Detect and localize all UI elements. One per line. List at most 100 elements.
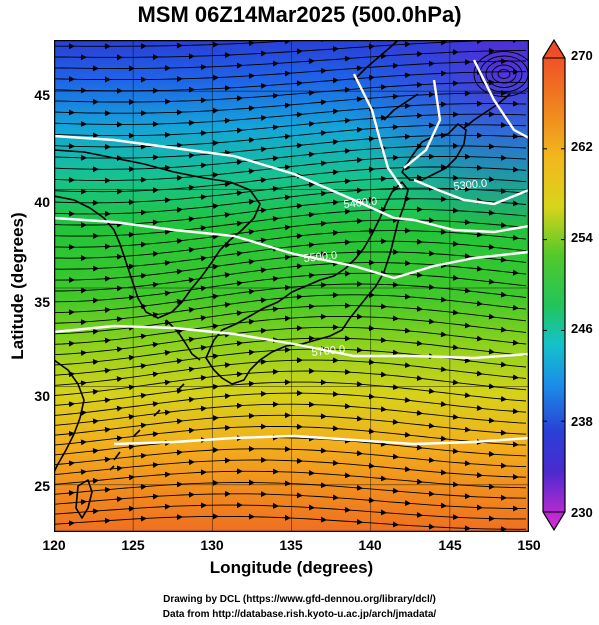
ytick-label: 40	[34, 194, 50, 210]
streamline-arrow	[451, 344, 459, 351]
streamline-arrow	[187, 277, 195, 284]
streamline-arrow	[187, 246, 195, 253]
cyclone-streamline	[497, 69, 511, 79]
streamline-arrow	[223, 181, 231, 188]
streamline-arrow	[391, 349, 399, 356]
streamline-arrow	[487, 417, 495, 424]
streamline-arrow	[295, 263, 303, 270]
streamline-arrow	[283, 224, 291, 231]
streamline-arrow	[139, 333, 147, 340]
streamline-arrow	[487, 313, 495, 320]
streamline-arrow	[67, 460, 75, 467]
streamline-arrow	[307, 120, 315, 127]
streamline-arrow	[151, 431, 159, 438]
streamline-arrow	[271, 155, 279, 162]
streamline-arrow	[211, 323, 219, 330]
ytick-label: 30	[34, 388, 50, 404]
streamline-arrow	[247, 258, 255, 265]
streamline-arrow	[115, 435, 123, 442]
streamline-arrow	[115, 346, 123, 353]
streamline-arrow	[247, 137, 255, 144]
streamline-arrow	[475, 265, 483, 272]
ytick-label: 25	[34, 478, 50, 494]
streamline-arrow	[319, 99, 327, 106]
streamline-arrow	[91, 418, 99, 425]
streamline-arrow	[487, 278, 495, 285]
colorbar-tick-label: 238	[571, 414, 593, 429]
streamline-arrow	[331, 108, 339, 115]
streamline-arrow	[511, 374, 519, 381]
streamline-arrow	[115, 376, 123, 383]
xtick-label: 125	[121, 537, 145, 553]
streamline-arrow	[415, 409, 423, 416]
lat-lon-gridlines	[54, 40, 529, 532]
streamline-arrow	[259, 146, 267, 153]
streamline-arrow	[391, 418, 399, 425]
streamline-arrow	[415, 375, 423, 382]
streamline	[54, 392, 527, 416]
contour-label: 5700.0	[311, 344, 346, 359]
streamline-arrow	[139, 363, 147, 370]
height-contours: 5300.0 5400.0 5500.0 5700.0	[54, 59, 529, 446]
streamline-arrow	[163, 290, 171, 297]
streamline-arrow	[271, 275, 279, 282]
streamline-arrow	[463, 287, 471, 294]
streamline-arrow	[511, 234, 519, 241]
streamline-arrow	[331, 139, 339, 145]
streamline-arrow	[451, 274, 459, 281]
streamline-arrow	[391, 487, 399, 494]
map-area: 5300.0 5400.0 5500.0 5700.0	[54, 40, 529, 532]
streamline-arrow	[187, 366, 195, 373]
streamline	[54, 40, 527, 58]
streamline-arrow	[307, 241, 315, 248]
streamline-arrow	[463, 357, 471, 364]
contour-line	[413, 178, 529, 206]
streamline-arrow	[259, 177, 267, 184]
streamline-arrow	[199, 374, 207, 381]
streamline-arrow	[463, 253, 471, 260]
streamline-arrow	[187, 336, 195, 343]
streamline	[54, 134, 527, 159]
contour-line	[54, 216, 529, 280]
streamline-arrow	[511, 339, 519, 346]
streamline-arrow	[379, 371, 387, 378]
streamline	[54, 359, 527, 386]
streamline-arrow	[199, 344, 207, 351]
streamline-arrow	[463, 392, 471, 399]
streamline-arrow	[271, 124, 279, 131]
contour-label: 5300.0	[453, 178, 488, 193]
streamline-arrow	[403, 397, 411, 403]
streamline-arrow	[91, 447, 99, 454]
streamline	[54, 262, 527, 292]
streamline-arrow	[295, 203, 303, 210]
streamline-arrow	[415, 444, 423, 451]
colorbar-tick-label: 262	[571, 139, 593, 154]
map-border	[54, 40, 529, 532]
streamline-arrow	[427, 318, 435, 325]
streamline-arrow	[439, 296, 447, 303]
streamline-arrow	[403, 327, 411, 334]
streamline-arrow	[499, 326, 507, 333]
streamline-arrow	[187, 216, 195, 223]
streamline-arrow	[247, 198, 255, 205]
streamline	[54, 294, 527, 324]
streamline-arrow	[259, 114, 267, 121]
streamline-arrow	[259, 267, 267, 274]
contour-line	[113, 434, 529, 446]
streamline-arrow	[271, 215, 279, 222]
streamline-arrow	[175, 206, 183, 213]
streamline-arrow	[151, 371, 159, 378]
streamline-arrow	[211, 263, 219, 270]
streamline-arrow	[223, 212, 231, 218]
streamline-arrow	[439, 469, 447, 476]
streamline-arrow	[223, 362, 231, 369]
streamline-arrow	[271, 306, 279, 313]
streamline-arrow	[475, 405, 483, 411]
streamline-arrow	[415, 478, 423, 485]
streamline-arrow	[355, 450, 363, 457]
streamline-arrow	[139, 272, 147, 279]
ytick-label: 45	[34, 87, 50, 103]
colorbar-body	[542, 38, 566, 532]
coast-china	[54, 359, 85, 473]
streamline-arrow	[331, 169, 339, 176]
